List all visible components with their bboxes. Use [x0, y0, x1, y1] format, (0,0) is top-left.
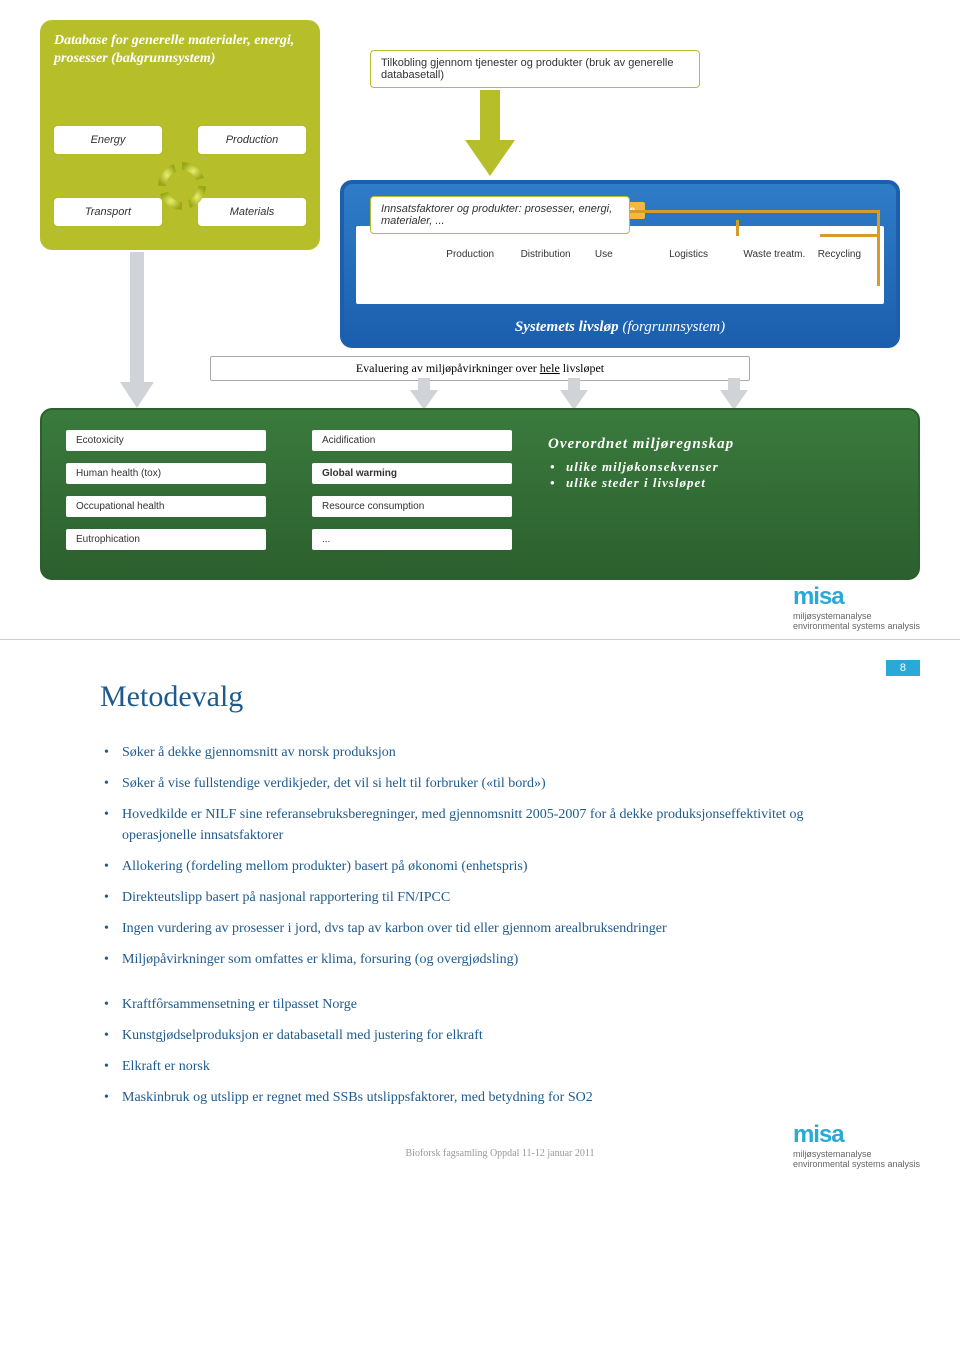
bullet-item: Kraftfôrsammensetning er tilpasset Norge: [100, 994, 860, 1015]
callout-tilkobling: Tilkobling gjennom tjenester og produkte…: [370, 50, 700, 88]
results-panel: Ecotoxicity Human health (tox) Occupationa…: [40, 408, 920, 580]
recycle-icon: [154, 158, 210, 214]
evaluation-bar: Evaluering av miljøpåvirkninger over hel…: [210, 356, 750, 381]
arrow-down-icon: [120, 252, 154, 408]
results-summary: Overordnet miljøregnskap ulike miljøkons…: [548, 436, 888, 491]
impact-tag: Eutrophication: [66, 529, 266, 550]
database-title: Database for generelle materialer, energ…: [54, 32, 306, 67]
callout-innsatsfaktorer: Innsatsfaktorer og produkter: prosesser,…: [370, 196, 630, 234]
stage-use: Use: [583, 238, 657, 270]
bullet-item: Allokering (fordeling mellom produkter) …: [100, 856, 860, 877]
impact-tag: Resource consumption: [312, 496, 512, 517]
bullet-item: Kunstgjødselproduksjon er databasetall m…: [100, 1025, 860, 1046]
page-metodevalg: 8 Metodevalg Søker å dekke gjennomsnitt …: [0, 640, 960, 1199]
arrow-down-icon: [720, 378, 748, 410]
lifecycle-stages: Raw materials Production Distribution Us…: [360, 238, 880, 270]
stage-raw-materials: Raw materials: [360, 238, 434, 270]
impact-tag: ...: [312, 529, 512, 550]
summary-item: ulike miljøkonsekvenser: [548, 459, 888, 475]
impact-tag: Occupational health: [66, 496, 266, 517]
bullet-item: Maskinbruk og utslipp er regnet med SSBs…: [100, 1087, 860, 1108]
arrow-down-icon: [410, 378, 438, 410]
lifecycle-subtitle: Systemets livsløp (forgrunnsystem): [344, 319, 896, 336]
summary-heading: Overordnet miljøregnskap: [548, 436, 888, 453]
page-title: Metodevalg: [100, 680, 900, 714]
database-box: Database for generelle materialer, energ…: [40, 20, 320, 250]
misa-logo: misa miljøsystemanalyse environmental sy…: [793, 1121, 920, 1169]
impact-tag: Global warming: [312, 463, 512, 484]
impact-col-1: Ecotoxicity Human health (tox) Occupationa…: [66, 430, 266, 562]
bullet-item: Hovedkilde er NILF sine referansebruksbe…: [100, 804, 860, 846]
lifecycle-diagram: Database for generelle materialer, energ…: [0, 0, 960, 640]
impact-tag: Human health (tox): [66, 463, 266, 484]
misa-logo: misa miljøsystemanalyse environmental sy…: [793, 583, 920, 631]
connector-line: [630, 210, 880, 213]
stage-distribution: Distribution: [509, 238, 583, 270]
bullet-list-2: Kraftfôrsammensetning er tilpasset Norge…: [100, 994, 860, 1108]
page-footer: Bioforsk fagsamling Oppdal 11-12 januar …: [100, 1148, 900, 1159]
stage-waste-treatm-: Waste treatm.: [731, 238, 805, 270]
chip-materials: Materials: [198, 198, 306, 226]
bullet-item: Direkteutslipp basert på nasjonal rappor…: [100, 887, 860, 908]
connector-line: [736, 220, 739, 236]
page-number: 8: [886, 660, 920, 676]
bullet-item: Miljøpåvirkninger som omfattes er klima,…: [100, 949, 860, 970]
chip-production: Production: [198, 126, 306, 154]
bullet-item: Ingen vurdering av prosesser i jord, dvs…: [100, 918, 860, 939]
connector-line: [820, 234, 880, 237]
bullet-list-1: Søker å dekke gjennomsnitt av norsk prod…: [100, 742, 860, 970]
arrow-down-icon: [560, 378, 588, 410]
database-quadrant: Energy Production Transport Materials: [54, 126, 306, 236]
summary-item: ulike steder i livsløpet: [548, 475, 888, 491]
stage-recycling: Recycling: [806, 238, 880, 270]
bullet-item: Søker å vise fullstendige verdikjeder, d…: [100, 773, 860, 794]
summary-list: ulike miljøkonsekvenserulike steder i li…: [548, 459, 888, 491]
arrow-down-icon: [460, 90, 520, 180]
stage-production: Production: [434, 238, 508, 270]
connector-line: [877, 210, 880, 286]
bullet-item: Elkraft er norsk: [100, 1056, 860, 1077]
impact-tag: Acidification: [312, 430, 512, 451]
impact-tag: Ecotoxicity: [66, 430, 266, 451]
stage-logistics: Logistics: [657, 238, 731, 270]
impact-col-2: Acidification Global warming Resource cons…: [312, 430, 512, 562]
chip-transport: Transport: [54, 198, 162, 226]
bullet-item: Søker å dekke gjennomsnitt av norsk prod…: [100, 742, 860, 763]
chip-energy: Energy: [54, 126, 162, 154]
